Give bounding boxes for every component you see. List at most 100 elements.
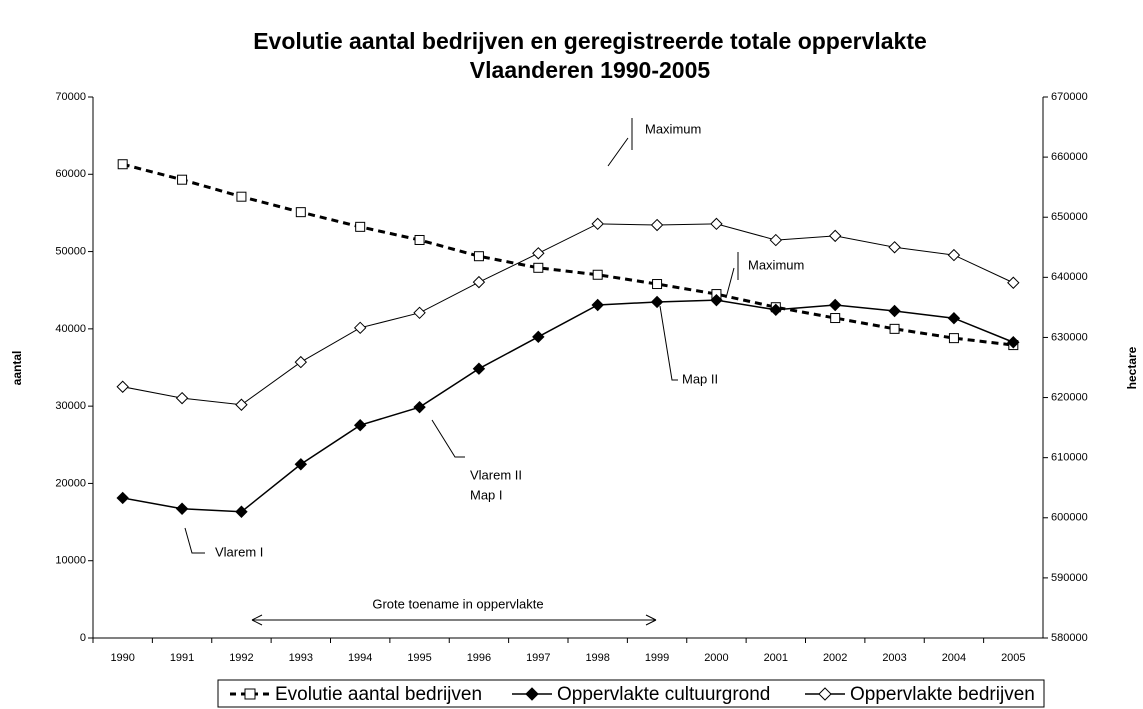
y2-tick-label: 650000 — [1051, 211, 1088, 223]
x-tick-label: 2003 — [882, 652, 906, 664]
marker — [830, 313, 841, 324]
marker — [355, 221, 366, 232]
callout — [431, 419, 465, 458]
marker — [472, 362, 486, 375]
legend-label: Oppervlakte bedrijven — [850, 684, 1035, 705]
marker — [889, 323, 900, 334]
marker — [652, 279, 663, 290]
y2-tick-label: 620000 — [1051, 391, 1088, 403]
marker — [353, 418, 367, 432]
x-tick-label: 1999 — [645, 652, 669, 664]
marker — [236, 191, 247, 202]
marker — [117, 159, 128, 170]
x-tick-label: 2002 — [823, 652, 847, 664]
marker — [294, 458, 308, 471]
marker — [888, 241, 901, 254]
chart-title: Evolutie aantal bedrijven en geregistree… — [253, 28, 927, 54]
legend-label: Oppervlakte cultuurgrond — [557, 684, 770, 705]
y-tick-label: 50000 — [55, 245, 86, 257]
marker — [828, 298, 842, 312]
x-tick-label: 1991 — [170, 652, 194, 664]
marker — [295, 207, 306, 218]
annotation: Maximum — [645, 121, 701, 136]
x-tick-label: 1994 — [348, 652, 372, 664]
y-tick-label: 30000 — [55, 400, 86, 412]
marker — [650, 218, 664, 232]
marker — [769, 303, 783, 317]
y-tick-label: 0 — [80, 632, 86, 644]
y-tick-label: 40000 — [55, 323, 86, 335]
marker — [177, 174, 188, 185]
y2-tick-label: 630000 — [1051, 331, 1088, 343]
marker — [1007, 276, 1020, 289]
series-line — [122, 299, 1014, 513]
marker — [116, 491, 129, 505]
marker — [888, 304, 901, 318]
callout — [659, 305, 678, 381]
marker — [532, 247, 545, 260]
x-tick-label: 1996 — [467, 652, 491, 664]
y2-tick-label: 670000 — [1051, 91, 1088, 103]
y2-tick-label: 590000 — [1051, 572, 1088, 584]
legend-marker — [525, 687, 539, 701]
marker — [532, 330, 545, 344]
legend-label: Evolutie aantal bedrijven — [275, 684, 482, 705]
marker — [947, 248, 961, 262]
marker — [235, 505, 248, 518]
x-tick-label: 1992 — [229, 652, 253, 664]
x-tick-label: 1990 — [110, 652, 134, 664]
y2-tick-label: 610000 — [1051, 452, 1088, 464]
legend-marker — [244, 688, 256, 700]
legend-box — [217, 679, 1045, 708]
x-tick-label: 2004 — [942, 652, 966, 664]
marker — [472, 275, 486, 289]
x-tick-label: 2005 — [1001, 652, 1025, 664]
marker — [592, 269, 603, 280]
y2-tick-label: 660000 — [1051, 151, 1088, 163]
marker — [650, 295, 664, 309]
marker — [828, 229, 842, 243]
series-line — [122, 223, 1014, 406]
legend-marker — [818, 687, 832, 701]
marker — [414, 234, 425, 245]
callout — [607, 118, 633, 167]
marker — [947, 312, 961, 325]
x-tick-label: 2000 — [704, 652, 728, 664]
marker — [710, 217, 723, 231]
x-tick-label: 1997 — [526, 652, 550, 664]
annotation: Map I — [470, 487, 503, 502]
annotation: Vlarem II — [470, 467, 522, 482]
marker — [413, 400, 426, 414]
callout — [184, 527, 205, 554]
callout — [725, 252, 739, 299]
annotation: Grote toename in oppervlakte — [372, 596, 543, 611]
chart-subtitle: Vlaanderen 1990-2005 — [470, 57, 711, 83]
y2-tick-label: 600000 — [1051, 512, 1088, 524]
x-tick-label: 1995 — [407, 652, 431, 664]
marker — [769, 233, 783, 247]
marker — [175, 502, 189, 515]
y-tick-label: 10000 — [55, 555, 86, 567]
marker — [175, 391, 189, 405]
marker — [948, 333, 959, 344]
marker — [413, 306, 426, 320]
y2-tick-label: 640000 — [1051, 271, 1088, 283]
marker — [353, 321, 367, 335]
marker — [116, 380, 129, 393]
marker — [591, 217, 604, 231]
annotation: Maximum — [748, 257, 804, 272]
y-tick-label: 60000 — [55, 168, 86, 180]
y-tick-label: 70000 — [55, 91, 86, 103]
marker — [473, 251, 484, 262]
range-arrow — [251, 614, 657, 626]
marker — [1007, 336, 1020, 349]
series-line — [122, 162, 1014, 347]
x-tick-label: 1993 — [289, 652, 313, 664]
x-tick-label: 2001 — [764, 652, 788, 664]
marker — [294, 355, 308, 369]
y2-axis-title: hectare — [1125, 346, 1139, 389]
y-tick-label: 20000 — [55, 477, 86, 489]
annotation: Map II — [682, 371, 718, 386]
x-tick-label: 1998 — [585, 652, 609, 664]
